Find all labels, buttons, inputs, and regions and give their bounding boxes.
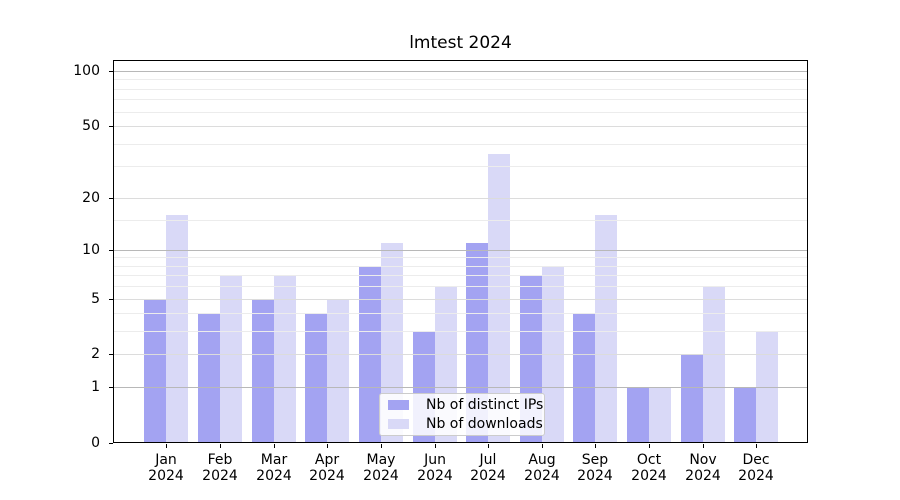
y-tick-mark [109, 126, 113, 127]
x-tick-mark [220, 444, 221, 448]
y-tick-label: 0 [91, 435, 100, 451]
bar-downloads-may [380, 242, 403, 443]
bar-distinct-ips-feb [197, 313, 220, 443]
y-tick-label: 50 [82, 118, 100, 134]
y-tick-label: 2 [91, 346, 100, 362]
bar-downloads-feb [219, 275, 242, 443]
x-tick-mark [703, 444, 704, 448]
gridline-minor [114, 89, 807, 90]
x-tick-label: Sep 2024 [577, 452, 613, 484]
y-tick-mark [109, 387, 113, 388]
x-tick-mark [166, 444, 167, 448]
x-tick-label: Dec 2024 [738, 452, 774, 484]
legend: Nb of distinct IPs Nb of downloads [379, 393, 545, 436]
y-tick-label: 10 [82, 242, 100, 258]
bar-distinct-ips-apr [305, 313, 328, 443]
x-tick-mark [381, 444, 382, 448]
x-tick-mark [327, 444, 328, 448]
x-tick-mark [542, 444, 543, 448]
x-tick-label: Jun 2024 [417, 452, 453, 484]
x-tick-mark [649, 444, 650, 448]
gridline-minor [114, 275, 807, 276]
gridline-minor [114, 112, 807, 113]
y-tick-mark [109, 71, 113, 72]
y-tick-label: 5 [91, 291, 100, 307]
gridline-minor [114, 99, 807, 100]
bar-distinct-ips-nov [680, 354, 703, 443]
bar-distinct-ips-jul [466, 242, 489, 443]
bar-distinct-ips-oct [627, 387, 650, 443]
gridline-minor [114, 331, 807, 332]
x-tick-label: Feb 2024 [202, 452, 238, 484]
y-tick-mark [109, 250, 113, 251]
x-tick-label: Mar 2024 [256, 452, 292, 484]
gridline-minor [114, 220, 807, 221]
gridline-major [114, 250, 807, 251]
y-tick-mark [109, 443, 113, 444]
bar-downloads-jan [166, 214, 189, 443]
gridline-minor [114, 266, 807, 267]
x-tick-mark [756, 444, 757, 448]
gridline-major [114, 198, 807, 199]
y-tick-mark [109, 299, 113, 300]
gridline-minor [114, 79, 807, 80]
bar-downloads-oct [649, 387, 672, 443]
y-tick-mark [109, 354, 113, 355]
bar-distinct-ips-mar [251, 298, 274, 443]
y-tick-label: 1 [91, 379, 100, 395]
x-tick-mark [435, 444, 436, 448]
gridline-minor [114, 257, 807, 258]
x-tick-label: Oct 2024 [631, 452, 667, 484]
bar-downloads-mar [273, 275, 296, 443]
bar-distinct-ips-sep [573, 313, 596, 443]
legend-item-downloads: Nb of downloads [380, 415, 544, 433]
y-tick-label: 20 [82, 190, 100, 206]
gridline-minor [114, 144, 807, 145]
bar-downloads-nov [702, 286, 725, 443]
y-tick-mark [109, 198, 113, 199]
gridline-minor [114, 313, 807, 314]
legend-swatch-downloads [388, 418, 409, 429]
bar-distinct-ips-jan [144, 298, 167, 443]
gridline-major [114, 71, 807, 72]
x-tick-mark [488, 444, 489, 448]
x-tick-mark [595, 444, 596, 448]
gridline-minor [114, 286, 807, 287]
legend-item-distinct-ips: Nb of distinct IPs [380, 396, 544, 414]
bar-downloads-sep [595, 214, 618, 443]
bar-downloads-apr [327, 298, 350, 443]
x-tick-mark [274, 444, 275, 448]
legend-label-downloads: Nb of downloads [426, 415, 543, 432]
bar-downloads-jul [488, 154, 511, 443]
plot-area [113, 60, 808, 443]
gridline-major [114, 126, 807, 127]
y-tick-label: 100 [73, 63, 100, 79]
gridline-minor [114, 166, 807, 167]
x-tick-label: Aug 2024 [524, 452, 560, 484]
x-tick-label: Nov 2024 [685, 452, 721, 484]
legend-swatch-distinct-ips [388, 400, 409, 411]
gridline-major [114, 354, 807, 355]
x-tick-label: Apr 2024 [309, 452, 345, 484]
gridline-major [114, 387, 807, 388]
x-tick-label: Jul 2024 [470, 452, 506, 484]
x-tick-label: May 2024 [363, 452, 399, 484]
bar-distinct-ips-dec [734, 387, 757, 443]
gridline-major [114, 299, 807, 300]
chart-title: lmtest 2024 [409, 33, 512, 53]
x-tick-label: Jan 2024 [148, 452, 184, 484]
legend-label-distinct-ips: Nb of distinct IPs [426, 397, 544, 414]
